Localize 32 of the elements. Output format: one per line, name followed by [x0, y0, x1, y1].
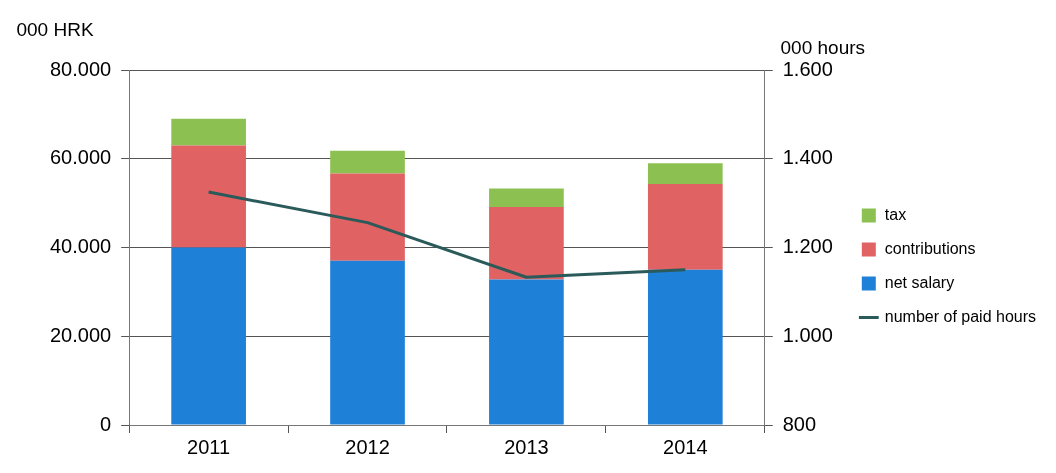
bar [647, 269, 723, 425]
x-tick-label: 2012 [345, 435, 390, 458]
y-tick-label: 60.000 [50, 146, 112, 169]
bar [330, 173, 405, 261]
bar [489, 207, 564, 280]
y-tick-label: 20.000 [50, 323, 112, 346]
legend-label: net salary [884, 273, 955, 291]
bar [647, 163, 723, 185]
bar [171, 145, 246, 248]
x-tick-label: 2013 [504, 435, 549, 458]
legend-label: number of paid hours [884, 307, 1036, 325]
x-tick-label: 2011 [187, 435, 231, 458]
bar [489, 279, 564, 425]
y-tick-label: 0 [100, 412, 112, 435]
bar [330, 150, 405, 174]
y2-tick-label: 1.200 [782, 235, 833, 258]
bar [171, 118, 246, 146]
y-axis-title: 000 HRK [16, 18, 94, 40]
y2-tick-label: 800 [782, 412, 817, 435]
bar [330, 260, 405, 425]
y-tick-label: 40.000 [50, 235, 112, 258]
x-tick-label: 2014 [663, 435, 708, 458]
y2-axis-title: 000 hours [780, 36, 866, 58]
y-tick-label: 80.000 [50, 57, 112, 80]
y2-tick-label: 1.600 [782, 57, 833, 80]
legend-label: tax [884, 205, 907, 223]
y2-tick-label: 1.000 [782, 323, 833, 346]
y2-tick-label: 1.400 [782, 146, 833, 169]
legend-label: contributions [884, 239, 976, 257]
bar [489, 188, 564, 208]
bar [171, 247, 246, 425]
bar [647, 184, 723, 270]
